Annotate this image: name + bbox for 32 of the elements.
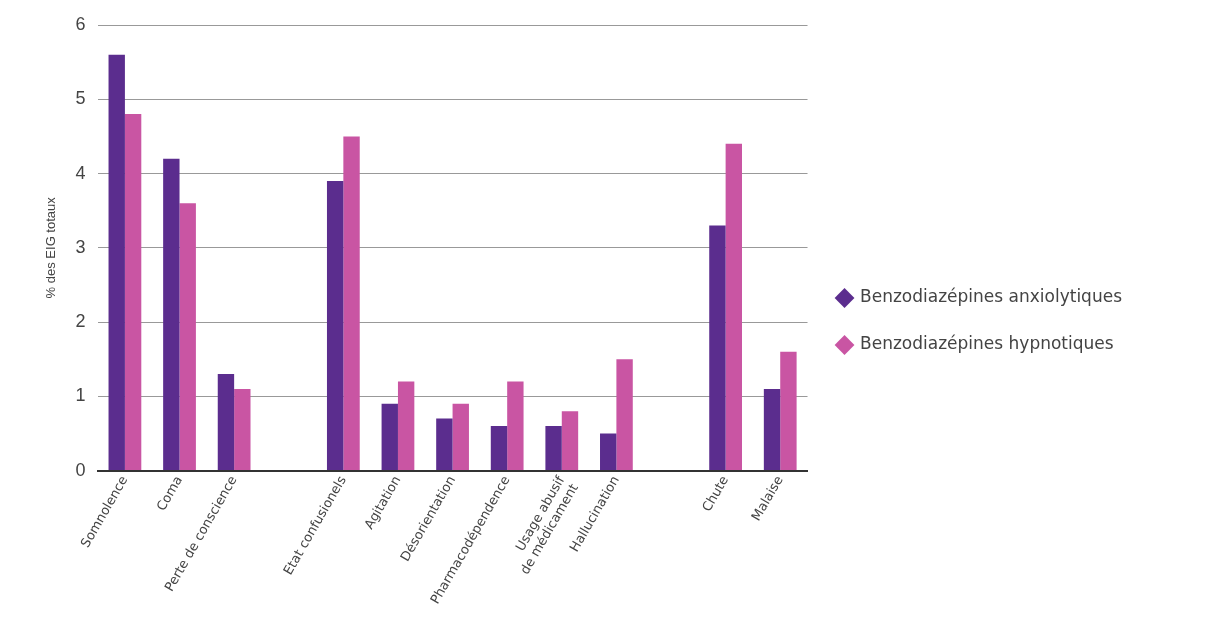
- bar: [397, 381, 415, 471]
- bar: [108, 54, 125, 471]
- bar: [780, 351, 797, 471]
- bar: [381, 403, 398, 471]
- bar: [545, 426, 562, 471]
- y-tick-label: 0: [75, 459, 86, 480]
- bar: [616, 359, 633, 471]
- y-tick-label: 4: [75, 162, 86, 183]
- bar: [561, 411, 579, 471]
- bar: [709, 225, 726, 471]
- y-tick-label: 2: [75, 311, 86, 332]
- bar: [600, 433, 617, 471]
- legend-label: Benzodiazépines anxiolytiques: [860, 286, 1123, 307]
- bar: [490, 426, 508, 471]
- bar: [436, 418, 453, 471]
- bar: [234, 388, 251, 471]
- bar: [725, 143, 742, 471]
- bar: [124, 114, 142, 471]
- bar: [179, 203, 196, 471]
- y-tick-label: 3: [75, 236, 86, 257]
- bar: [326, 180, 344, 471]
- y-axis-title: % des EIG totaux: [43, 196, 59, 299]
- y-tick-label: 6: [75, 13, 86, 34]
- y-tick-label: 1: [75, 385, 86, 406]
- bar: [507, 381, 524, 471]
- y-tick-label: 5: [75, 88, 86, 109]
- bar: [343, 136, 360, 471]
- bar: [763, 388, 781, 471]
- bar: [163, 158, 180, 471]
- bar: [217, 374, 235, 471]
- bar: [452, 403, 469, 471]
- legend-label: Benzodiazépines hypnotiques: [860, 333, 1114, 354]
